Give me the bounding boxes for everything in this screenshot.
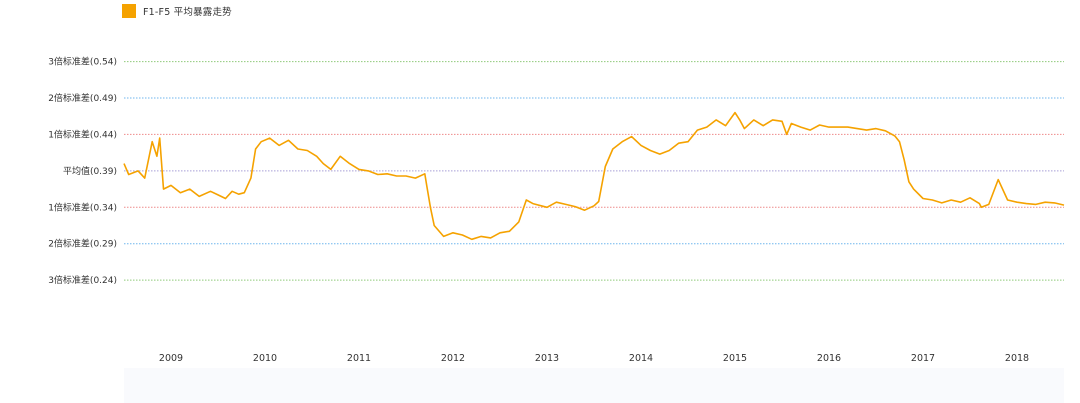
x-tick-label-5: 2014 <box>629 353 653 364</box>
y-tick-label-4: 1倍标准差(0.34) <box>48 201 117 213</box>
y-tick-label-5: 2倍标准差(0.29) <box>48 238 117 250</box>
x-tick-label-3: 2012 <box>441 353 465 364</box>
x-tick-label-1: 2010 <box>253 353 277 364</box>
x-tick-label-9: 2018 <box>1005 353 1029 364</box>
x-axis-labels: 2009 2010 2011 2012 2013 2014 2015 2016 2017 2018 <box>159 353 1029 364</box>
y-tick-label-3: 平均值(0.39) <box>63 165 117 177</box>
y-tick-label-1: 2倍标准差(0.49) <box>48 92 117 104</box>
scrollbar-track[interactable] <box>124 368 1064 403</box>
y-axis-labels: 3倍标准差(0.54) 2倍标准差(0.49) 1倍标准差(0.44) 平均值(0.3… <box>48 56 117 287</box>
x-tick-label-0: 2009 <box>159 353 183 364</box>
y-tick-label-0: 3倍标准差(0.54) <box>48 56 117 68</box>
legend[interactable]: F1-F5 平均暴露走势 <box>122 4 232 18</box>
reference-lines <box>124 61 1064 281</box>
legend-label: F1-F5 平均暴露走势 <box>143 7 232 18</box>
y-tick-label-2: 1倍标准差(0.44) <box>48 128 117 140</box>
x-tick-label-2: 2011 <box>347 353 371 364</box>
x-tick-label-8: 2017 <box>911 353 935 364</box>
series-group <box>123 111 1065 241</box>
x-tick-label-7: 2016 <box>817 353 841 364</box>
series-line-0 <box>123 111 1065 241</box>
legend-swatch[interactable] <box>122 4 136 18</box>
x-tick-label-6: 2015 <box>723 353 747 364</box>
y-tick-label-6: 3倍标准差(0.24) <box>48 274 117 286</box>
x-tick-label-4: 2013 <box>535 353 559 364</box>
